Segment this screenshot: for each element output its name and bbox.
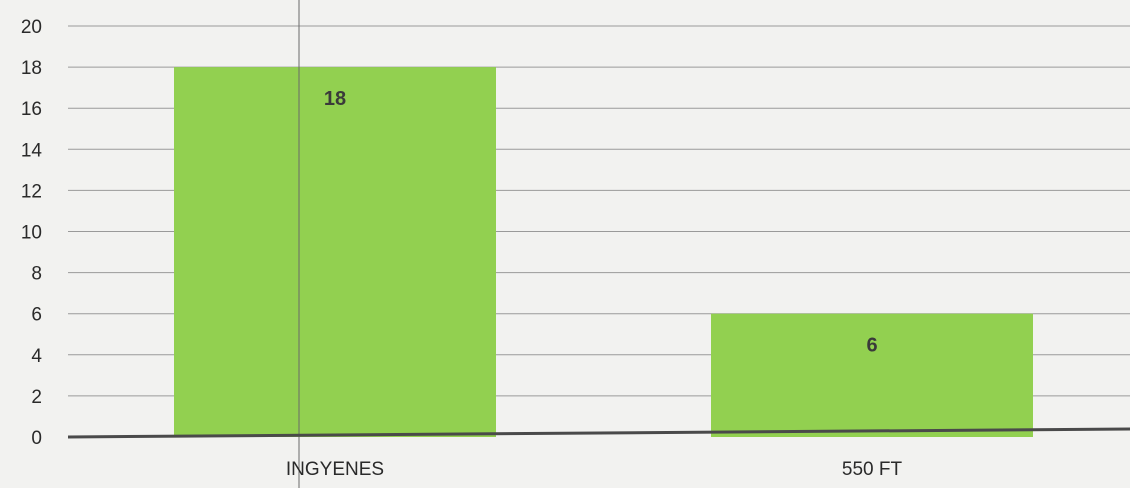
x-category-label: 550 FT	[842, 459, 903, 480]
x-axis-line	[67, 427, 1130, 439]
y-tick-label: 6	[31, 305, 42, 326]
y-tick-label: 0	[31, 428, 42, 449]
y-tick-label: 8	[31, 264, 42, 285]
x-category-label: INGYENES	[286, 459, 384, 480]
y-tick-label: 12	[21, 181, 42, 202]
bars	[174, 0, 1033, 488]
x-axis-categories: INGYENES 550 FT	[286, 459, 903, 480]
bar-550-ft	[711, 313, 1033, 437]
data-label: 6	[866, 335, 877, 357]
data-label: 18	[324, 88, 346, 110]
y-tick-label: 2	[31, 387, 42, 408]
data-labels: 18 6	[324, 88, 878, 357]
x-axis	[67, 427, 1130, 439]
y-tick-label: 16	[21, 99, 42, 120]
y-tick-label: 4	[31, 346, 42, 367]
y-tick-label: 20	[21, 17, 42, 38]
bar-ingyenes	[174, 67, 496, 437]
y-tick-label: 14	[21, 140, 43, 161]
y-tick-label: 10	[21, 223, 42, 244]
y-axis-ticks: 0 2 4 6 8 10 12 14 16 18 20	[21, 17, 43, 449]
y-tick-label: 18	[21, 58, 42, 79]
